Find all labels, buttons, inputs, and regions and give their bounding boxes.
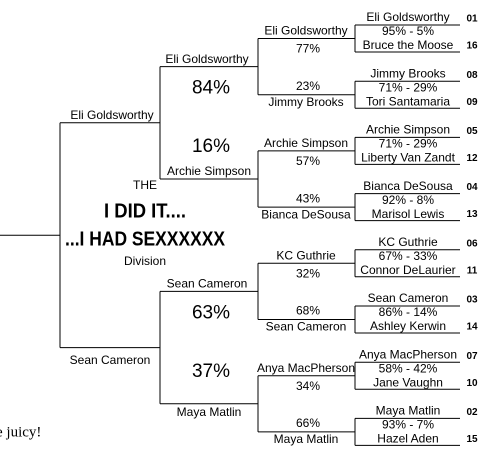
center-text: Division <box>124 254 166 268</box>
seed: 06 <box>466 238 478 249</box>
seed: 02 <box>466 407 478 418</box>
score: 92% - 8% <box>382 193 434 207</box>
seed: 13 <box>466 209 478 220</box>
team-name: Maya Matlin <box>177 405 242 419</box>
score: 67% - 33% <box>379 249 438 263</box>
percent: 34% <box>296 379 320 393</box>
score: 93% - 7% <box>382 418 434 432</box>
team-name: Archie Simpson <box>264 136 348 150</box>
team-name: Bianca DeSousa <box>363 179 453 193</box>
seed: 01 <box>466 14 478 25</box>
percent: 68% <box>296 304 320 318</box>
team-name: Archie Simpson <box>366 123 450 137</box>
seed: 04 <box>466 182 478 193</box>
team-name: KC Guthrie <box>378 235 438 249</box>
team-name: Eli Goldsworthy <box>165 52 248 66</box>
team-name: Eli Goldsworthy <box>70 108 153 122</box>
seed: 16 <box>466 41 478 52</box>
score: 71% - 29% <box>379 80 438 94</box>
team-name: KC Guthrie <box>276 248 336 262</box>
seed: 07 <box>466 351 478 362</box>
percent: 84% <box>192 78 230 99</box>
percent: 37% <box>192 361 230 382</box>
seed: 15 <box>466 434 478 445</box>
team-name: Sean Cameron <box>70 353 151 367</box>
seed: 08 <box>466 70 478 81</box>
team-name: Sean Cameron <box>167 277 248 291</box>
team-name: Liberty Van Zandt <box>361 151 455 165</box>
footer-text: e juicy! <box>0 424 41 440</box>
team-name: Sean Cameron <box>368 291 449 305</box>
center-text: THE <box>133 178 157 192</box>
team-name: Eli Goldsworthy <box>366 10 449 24</box>
team-name: Marisol Lewis <box>372 207 445 221</box>
score: 58% - 42% <box>379 361 438 375</box>
team-name: Anya MacPherson <box>359 347 457 361</box>
team-name: Jane Vaughn <box>373 375 443 389</box>
score: 71% - 29% <box>379 137 438 151</box>
percent: 16% <box>192 136 230 157</box>
team-name: Hazel Aden <box>377 432 438 446</box>
team-name: Bruce the Moose <box>363 38 454 52</box>
percent: 63% <box>192 302 230 323</box>
team-name: Eli Goldsworthy <box>264 24 347 38</box>
seed: 12 <box>466 153 478 164</box>
team-name: Bianca DeSousa <box>261 207 351 221</box>
team-name: Connor DeLaurier <box>360 263 455 277</box>
seed: 11 <box>467 265 478 276</box>
percent: 66% <box>296 416 320 430</box>
seed: 14 <box>466 322 478 333</box>
score: 95% - 5% <box>382 24 434 38</box>
percent: 43% <box>296 191 320 205</box>
team-name: Jimmy Brooks <box>370 66 445 80</box>
team-name: Anya MacPherson <box>257 361 355 375</box>
percent: 32% <box>296 266 320 280</box>
seed: 10 <box>466 378 478 389</box>
team-name: Maya Matlin <box>376 404 441 418</box>
percent: 77% <box>296 42 320 56</box>
score: 86% - 14% <box>379 305 438 319</box>
team-name: Jimmy Brooks <box>268 95 343 109</box>
percent: 23% <box>296 79 320 93</box>
center-text: ...I HAD SEXXXXXX <box>65 228 226 250</box>
seed: 09 <box>466 97 478 108</box>
team-name: Ashley Kerwin <box>370 319 446 333</box>
percent: 57% <box>296 154 320 168</box>
center-text: I DID IT.... <box>104 200 186 222</box>
seed: 03 <box>466 295 478 306</box>
team-name: Maya Matlin <box>274 432 339 446</box>
seed: 05 <box>466 126 478 137</box>
team-name: Sean Cameron <box>266 320 347 334</box>
team-name: Archie Simpson <box>167 164 251 178</box>
team-name: Tori Santamaria <box>366 94 450 108</box>
